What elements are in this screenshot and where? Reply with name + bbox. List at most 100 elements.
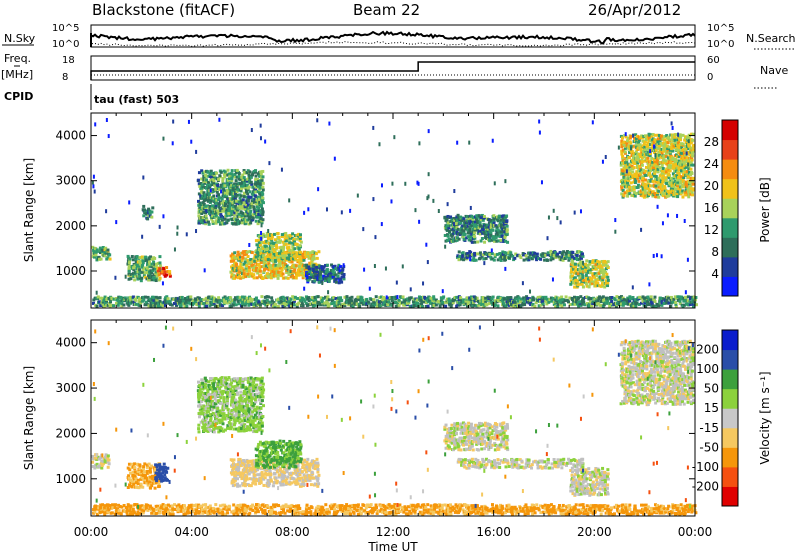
echo-cell <box>231 263 235 267</box>
echo-cell <box>594 283 598 287</box>
echo-cell <box>634 304 638 308</box>
echo-cell <box>441 302 445 306</box>
echo-cell <box>625 142 629 146</box>
echo-cell <box>594 263 598 267</box>
echo-cell <box>149 255 153 259</box>
echo-cell <box>277 270 281 274</box>
echo-cell <box>302 298 306 302</box>
echo-cell <box>573 262 577 266</box>
echo-cell <box>198 201 202 205</box>
echo-cell <box>606 278 610 282</box>
echo-cell <box>361 298 365 302</box>
echo-cell <box>495 234 499 238</box>
echo-cell <box>643 188 647 192</box>
echo-cell <box>207 180 211 184</box>
echo-cell <box>656 164 660 168</box>
echo-cell <box>412 304 416 308</box>
echo-cell <box>289 235 293 239</box>
echo-cell <box>495 239 499 243</box>
echo-cell <box>647 179 651 183</box>
echo-cell <box>325 301 329 305</box>
echo-cell <box>157 273 161 277</box>
echo-cell <box>630 164 634 168</box>
echo-cell <box>519 297 523 301</box>
echo-cell <box>503 222 507 226</box>
echo-cell <box>684 295 688 299</box>
echo-cell <box>280 249 284 253</box>
echo-cell <box>230 272 234 276</box>
echo-cell <box>687 144 691 148</box>
echo-cell <box>636 161 640 165</box>
echo-cell <box>656 162 660 166</box>
echo-cell <box>330 302 334 306</box>
echo-cell <box>522 296 526 300</box>
echo-cell <box>222 182 226 186</box>
echo-cell <box>622 182 626 186</box>
echo-cell <box>225 200 229 204</box>
echo-cell <box>214 212 218 216</box>
echo-cell <box>304 251 308 255</box>
echo-cell <box>261 181 265 185</box>
echo-cell <box>92 255 96 259</box>
nave-tick-top: 60 <box>707 55 720 66</box>
echo-cell <box>274 243 278 247</box>
echo-cell <box>256 195 260 199</box>
echo-cell <box>481 218 485 222</box>
echo-cell <box>307 265 311 269</box>
echo-cell <box>108 257 112 261</box>
echo-cell <box>232 205 236 209</box>
echo-cell <box>298 250 302 254</box>
echo-cell <box>220 185 224 189</box>
echo-cell <box>347 298 351 302</box>
echo-cell <box>127 300 131 304</box>
echo-cell <box>337 300 341 304</box>
echo-cell <box>653 157 657 161</box>
echo-cell <box>415 298 419 302</box>
echo-cell <box>497 295 501 299</box>
echo-cell <box>496 230 500 234</box>
echo-cell <box>634 150 638 154</box>
echo-cell <box>627 178 631 182</box>
echo-cell <box>434 298 438 302</box>
echo-cell <box>130 255 134 259</box>
echo-cell <box>252 268 256 272</box>
echo-cell <box>590 281 594 285</box>
echo-cell <box>164 301 168 305</box>
echo-cell <box>91 460 95 464</box>
echo-cell <box>502 251 506 255</box>
echo-cell <box>237 302 241 306</box>
echo-cell <box>668 148 672 152</box>
echo-cell <box>279 254 283 258</box>
nave-label: Nave <box>760 64 788 77</box>
echo-cell <box>499 297 503 301</box>
echo-cell <box>257 179 261 183</box>
echo-cell <box>141 261 145 265</box>
echo-cell <box>248 242 251 247</box>
echo-cell <box>603 285 607 289</box>
echo-cell <box>669 176 673 180</box>
echo-cell <box>644 138 648 142</box>
echo-cell <box>154 295 158 299</box>
echo-cell <box>276 266 280 270</box>
echo-cell <box>655 188 659 192</box>
echo-cell <box>649 159 653 163</box>
echo-cell <box>636 169 640 173</box>
echo-cell <box>239 298 243 302</box>
echo-cell <box>358 304 362 308</box>
echo-cell <box>106 256 110 260</box>
echo-cell <box>656 159 660 163</box>
echo-cell <box>230 265 234 269</box>
echo-cell <box>653 150 657 154</box>
echo-cell <box>622 142 626 146</box>
echo-cell <box>306 271 310 275</box>
echo-cell <box>244 188 248 192</box>
echo-cell <box>262 302 266 306</box>
echo-cell <box>577 300 581 304</box>
echo-cell <box>138 274 142 278</box>
echo-cell <box>226 178 230 182</box>
y-tick-label: 2000 <box>55 219 86 233</box>
echo-cell <box>239 276 243 280</box>
echo-cell <box>241 263 245 267</box>
echo-cell <box>479 301 483 305</box>
echo-cell <box>131 470 135 474</box>
